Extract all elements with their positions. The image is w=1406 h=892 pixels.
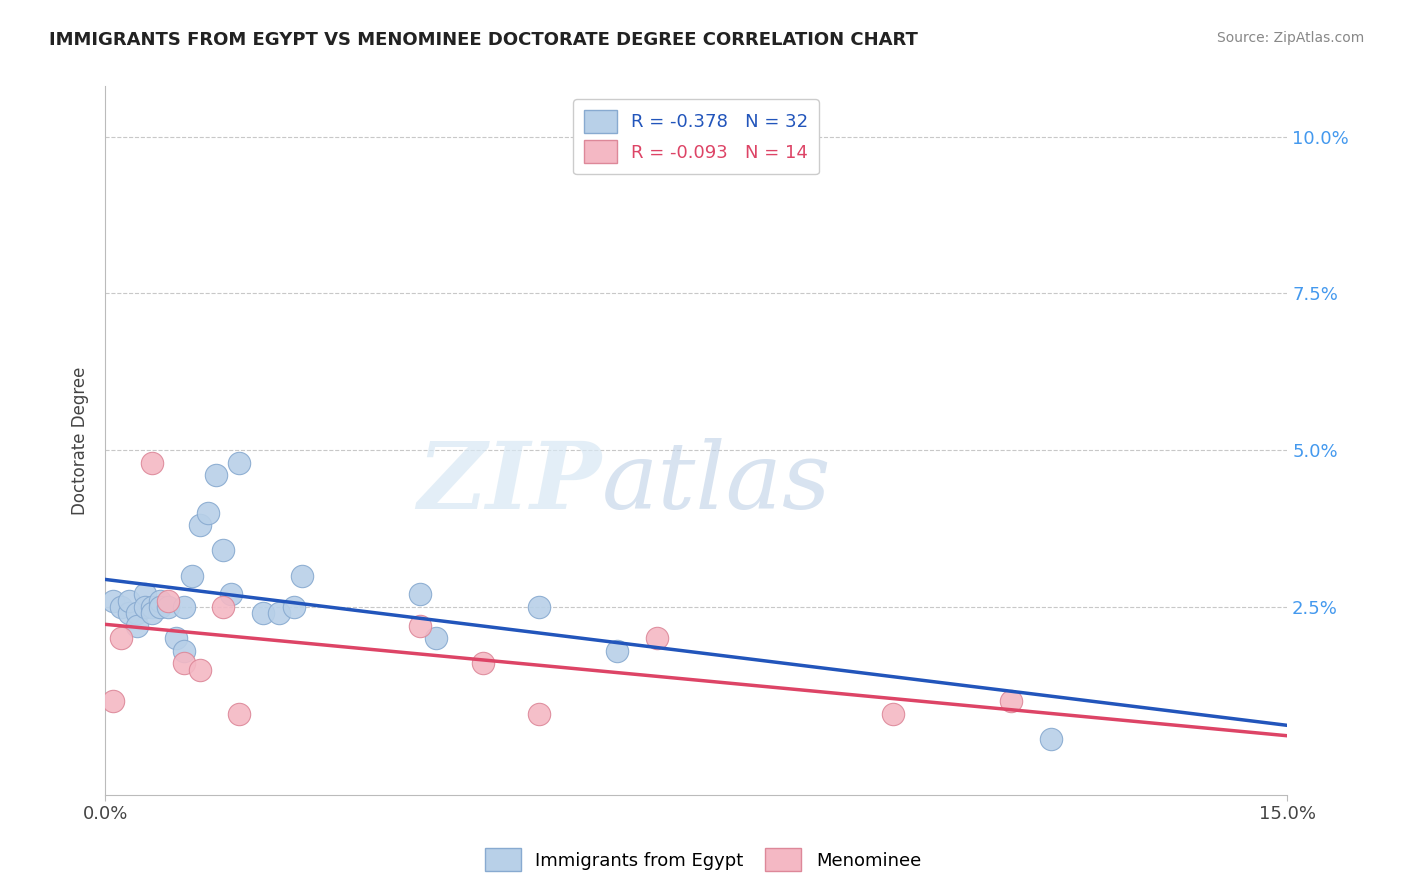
Point — [134, 587, 156, 601]
Point — [110, 632, 132, 646]
Point — [125, 618, 148, 632]
Point — [149, 599, 172, 614]
Point — [188, 663, 211, 677]
Point — [165, 632, 187, 646]
Point — [527, 599, 550, 614]
Point — [157, 593, 180, 607]
Point — [110, 599, 132, 614]
Point — [267, 606, 290, 620]
Point — [252, 606, 274, 620]
Point — [1039, 731, 1062, 746]
Point — [173, 657, 195, 671]
Point — [425, 632, 447, 646]
Point — [141, 599, 163, 614]
Point — [197, 506, 219, 520]
Point — [212, 599, 235, 614]
Y-axis label: Doctorate Degree: Doctorate Degree — [72, 367, 89, 515]
Text: Source: ZipAtlas.com: Source: ZipAtlas.com — [1216, 31, 1364, 45]
Point — [118, 593, 141, 607]
Text: ZIP: ZIP — [418, 438, 602, 528]
Point — [645, 632, 668, 646]
Point — [606, 644, 628, 658]
Point — [221, 587, 243, 601]
Point — [228, 456, 250, 470]
Point — [101, 593, 124, 607]
Point — [409, 618, 432, 632]
Point — [283, 599, 305, 614]
Point — [409, 587, 432, 601]
Point — [212, 543, 235, 558]
Point — [527, 706, 550, 721]
Point — [228, 706, 250, 721]
Point — [204, 468, 226, 483]
Point — [141, 456, 163, 470]
Point — [125, 606, 148, 620]
Text: IMMIGRANTS FROM EGYPT VS MENOMINEE DOCTORATE DEGREE CORRELATION CHART: IMMIGRANTS FROM EGYPT VS MENOMINEE DOCTO… — [49, 31, 918, 49]
Text: atlas: atlas — [602, 438, 831, 528]
Point — [188, 518, 211, 533]
Point — [291, 568, 314, 582]
Legend: R = -0.378   N = 32, R = -0.093   N = 14: R = -0.378 N = 32, R = -0.093 N = 14 — [574, 99, 820, 174]
Point — [1000, 694, 1022, 708]
Point — [180, 568, 202, 582]
Point — [472, 657, 495, 671]
Point — [118, 606, 141, 620]
Point — [101, 694, 124, 708]
Point — [149, 593, 172, 607]
Point — [173, 644, 195, 658]
Point — [141, 606, 163, 620]
Legend: Immigrants from Egypt, Menominee: Immigrants from Egypt, Menominee — [478, 841, 928, 879]
Point — [882, 706, 904, 721]
Point — [157, 599, 180, 614]
Point — [134, 599, 156, 614]
Point — [173, 599, 195, 614]
